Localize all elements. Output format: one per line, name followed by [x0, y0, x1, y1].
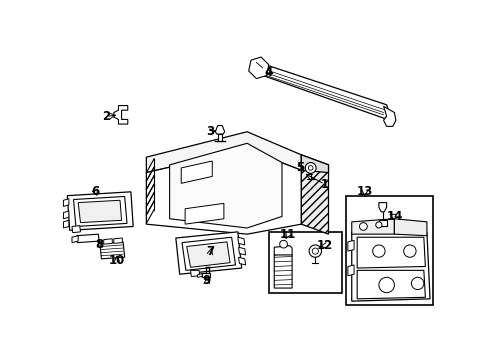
Text: 1: 1 [320, 177, 328, 190]
Polygon shape [250, 62, 388, 119]
Circle shape [359, 222, 366, 230]
Polygon shape [176, 232, 241, 274]
Circle shape [410, 277, 423, 289]
Circle shape [311, 248, 318, 254]
Bar [346, 195, 432, 305]
Polygon shape [146, 149, 301, 234]
Polygon shape [238, 247, 245, 255]
Polygon shape [114, 105, 127, 124]
Text: 2: 2 [102, 110, 110, 123]
Polygon shape [190, 270, 200, 276]
Bar [268, 232, 342, 293]
Polygon shape [185, 203, 224, 224]
Polygon shape [77, 234, 99, 243]
Circle shape [403, 245, 415, 257]
Polygon shape [186, 242, 230, 267]
Polygon shape [100, 242, 124, 259]
Polygon shape [237, 237, 244, 245]
Text: 8: 8 [96, 238, 104, 251]
Polygon shape [181, 161, 212, 183]
Polygon shape [78, 200, 122, 222]
Circle shape [305, 163, 315, 173]
Polygon shape [393, 219, 426, 236]
Polygon shape [347, 240, 353, 251]
Text: 9: 9 [203, 274, 210, 287]
Polygon shape [63, 199, 69, 206]
Polygon shape [301, 155, 328, 234]
Polygon shape [248, 57, 268, 78]
Polygon shape [378, 220, 386, 226]
Polygon shape [67, 192, 133, 230]
Polygon shape [238, 257, 245, 265]
Polygon shape [351, 232, 429, 301]
Polygon shape [72, 226, 81, 233]
Polygon shape [114, 238, 122, 243]
Polygon shape [169, 143, 282, 228]
Text: 5: 5 [295, 161, 304, 175]
Text: 3: 3 [205, 125, 214, 138]
Text: 13: 13 [356, 185, 372, 198]
Polygon shape [217, 134, 222, 141]
Circle shape [378, 277, 393, 293]
Polygon shape [383, 106, 395, 126]
Text: 4: 4 [264, 66, 272, 79]
Circle shape [372, 245, 384, 257]
Polygon shape [274, 253, 291, 288]
Polygon shape [202, 273, 209, 276]
Text: 14: 14 [386, 210, 402, 223]
Circle shape [279, 240, 287, 248]
Circle shape [375, 222, 381, 228]
Text: 6: 6 [91, 185, 99, 198]
Polygon shape [351, 219, 393, 234]
Polygon shape [182, 237, 235, 270]
Polygon shape [215, 126, 224, 134]
Polygon shape [146, 132, 301, 172]
Polygon shape [73, 197, 127, 226]
Circle shape [308, 245, 321, 257]
Circle shape [308, 166, 312, 170]
Polygon shape [103, 239, 112, 244]
Polygon shape [347, 265, 353, 276]
Polygon shape [274, 246, 291, 255]
Text: 11: 11 [280, 228, 296, 240]
Polygon shape [301, 155, 328, 172]
Polygon shape [63, 211, 69, 219]
Text: 12: 12 [316, 239, 332, 252]
Polygon shape [356, 237, 425, 268]
Text: 7: 7 [206, 244, 214, 258]
Polygon shape [63, 220, 69, 228]
Text: 10: 10 [108, 254, 125, 267]
Polygon shape [72, 236, 78, 243]
Polygon shape [356, 270, 425, 299]
Polygon shape [378, 203, 386, 212]
Polygon shape [197, 274, 202, 277]
